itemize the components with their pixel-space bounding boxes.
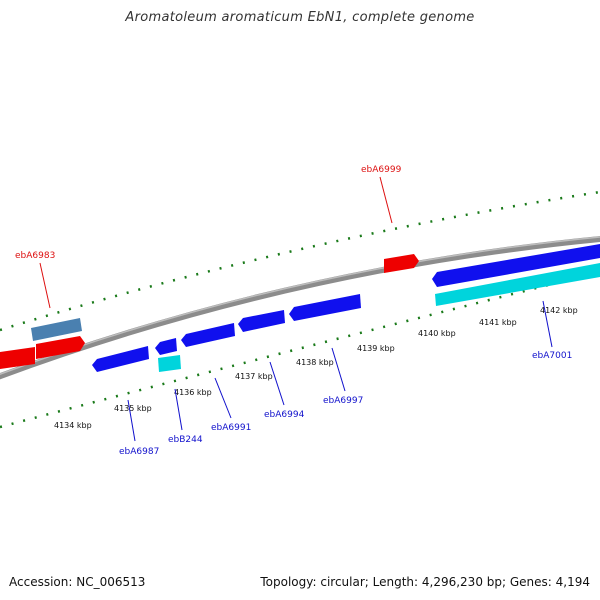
gene-label[interactable]: ebA6987: [119, 447, 159, 457]
inner-tick-track: [0, 270, 600, 429]
page-title: Aromatoleum aromaticum EbN1, complete ge…: [125, 10, 475, 25]
gene-label[interactable]: ebA6991: [211, 423, 251, 433]
gene-forward-arrow[interactable]: [0, 347, 35, 369]
gene-labels: ebA6983 ebA6999 ebA6987 ebB244 ebA6991 ebA699…: [15, 165, 572, 457]
gene-leader-line: [542, 300, 553, 348]
gene-label[interactable]: ebA6983: [15, 251, 55, 261]
scale-ticks: 4134 kbp 4135 kbp 4136 kbp 4137 kbp 4138 kbp…: [54, 306, 578, 430]
gene-reverse-arrow[interactable]: [432, 244, 600, 287]
gene-label[interactable]: ebA6994: [264, 410, 305, 420]
gene-rna-block[interactable]: [435, 263, 600, 306]
gene-leader-line: [269, 361, 285, 406]
gene-label[interactable]: ebB244: [168, 435, 203, 445]
tick-label: 4137 kbp: [235, 372, 273, 381]
gene-leader-line: [331, 347, 346, 392]
gene-reverse-arrow[interactable]: [92, 346, 149, 372]
gene-leader-line: [214, 377, 232, 419]
gene-leader-line: [379, 176, 393, 224]
tick-label: 4138 kbp: [296, 358, 334, 367]
tick-label: 4139 kbp: [357, 344, 395, 353]
gene-reverse-arrow[interactable]: [155, 338, 177, 355]
tick-label: 4141 kbp: [479, 318, 517, 327]
accession-label: Accession: NC_006513: [9, 575, 146, 589]
gene-label[interactable]: ebA7001: [532, 351, 572, 361]
tick-label: 4134 kbp: [54, 421, 92, 430]
outer-tick-track: [0, 190, 600, 332]
tick-label: 4142 kbp: [540, 306, 578, 315]
forward-genes: [0, 254, 419, 369]
gene-leader-line: [127, 399, 136, 442]
tick-label: 4135 kbp: [114, 404, 152, 413]
gene-leader-line: [174, 388, 183, 431]
tick-label: 4136 kbp: [174, 388, 212, 397]
reverse-genes: [92, 244, 600, 372]
gene-leader-line: [39, 262, 51, 309]
gene-reverse-arrow[interactable]: [181, 323, 235, 347]
gene-reverse-arrow[interactable]: [289, 294, 361, 321]
gene-label[interactable]: ebA6999: [361, 165, 402, 175]
tick-label: 4140 kbp: [418, 329, 456, 338]
gene-rna-block[interactable]: [158, 355, 181, 372]
gene-pseudo-block[interactable]: [31, 318, 82, 341]
gene-forward-arrow[interactable]: [384, 254, 419, 273]
gene-reverse-arrow[interactable]: [238, 310, 285, 332]
gene-label[interactable]: ebA6997: [323, 396, 363, 406]
gene-forward-arrow[interactable]: [36, 336, 85, 359]
genome-summary: Topology: circular; Length: 4,296,230 bp…: [260, 575, 590, 589]
